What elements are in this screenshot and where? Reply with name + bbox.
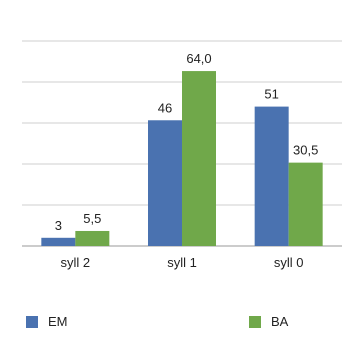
legend-swatch-em	[26, 315, 38, 328]
legend-swatch-ba	[249, 315, 261, 328]
data-label-em-1: 46	[158, 100, 172, 115]
bar-ba-0	[75, 230, 110, 246]
bar-em-2	[254, 106, 289, 246]
legend-item-em: EM	[26, 314, 68, 329]
data-label-ba-2: 30,5	[293, 143, 318, 158]
data-label-em-2: 51	[264, 87, 278, 102]
x-tick-label-1: syll 1	[167, 255, 197, 270]
bar-em-1	[148, 120, 182, 246]
data-label-em-0: 3	[55, 218, 62, 233]
x-tick-label-0: syll 2	[61, 255, 91, 270]
data-label-ba-0: 5,5	[83, 211, 101, 226]
bar-ba-2	[288, 162, 323, 246]
legend-item-ba: BA	[249, 314, 288, 329]
data-label-ba-1: 64,0	[186, 51, 211, 66]
legend-label-ba: BA	[271, 314, 289, 329]
x-tick-label-2: syll 0	[274, 255, 304, 270]
bar-em-0	[41, 237, 76, 246]
bar-ba-1	[182, 71, 216, 246]
legend-label-em: EM	[48, 314, 68, 329]
